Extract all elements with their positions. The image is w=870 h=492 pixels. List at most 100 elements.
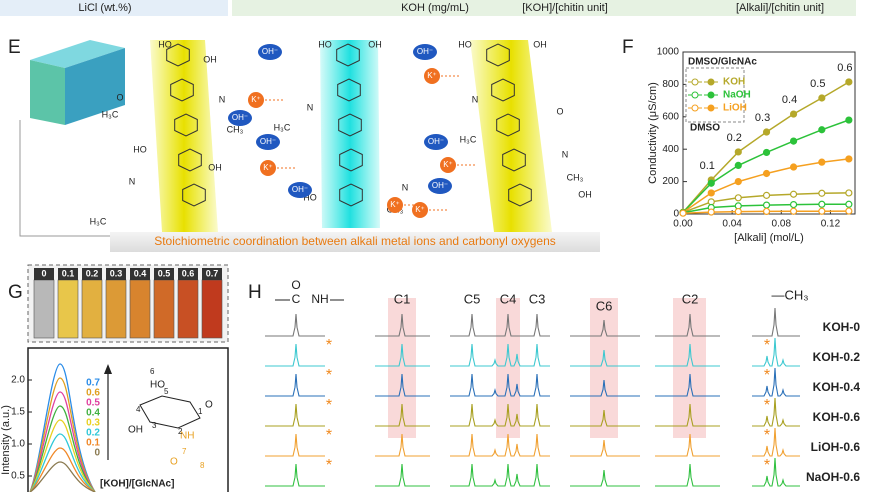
y-tick-label: 400 <box>662 144 679 155</box>
spectrum-curve <box>29 447 96 492</box>
row-label: KOH-0.4 <box>813 380 861 394</box>
atom-number: 8 <box>200 461 205 470</box>
data-point <box>707 189 715 197</box>
chain-structures: HO OH N H₃C CH₃ O N H₃C HO OH HO OH N O H₃C CH₃ N HO HO OH N… <box>90 39 592 226</box>
data-point <box>789 190 798 198</box>
ion-label: OH⁻ <box>417 47 433 56</box>
atom-label: CH₃ <box>567 172 584 182</box>
ion-label: K⁺ <box>415 205 425 214</box>
nmr-trace <box>570 319 640 337</box>
nmr-trace <box>265 373 325 397</box>
vial-label: 0.5 <box>158 268 171 278</box>
ion-label: OH⁻ <box>432 181 448 190</box>
nmr-trace <box>570 349 640 367</box>
y-tick-label: 600 <box>662 111 679 122</box>
ion-label: OH⁻ <box>232 113 248 122</box>
strip-label: [Alkali]/[chitin unit] <box>736 2 824 14</box>
data-point <box>679 209 687 217</box>
data-point <box>734 194 742 202</box>
legend-label: 0 <box>94 448 100 459</box>
impurity-marker: * <box>326 337 332 354</box>
atom-number: 7 <box>182 447 187 456</box>
legend-label: 0.7 <box>86 378 100 389</box>
atom-label: N <box>562 149 569 159</box>
peak-label: C2 <box>682 291 699 306</box>
sugar-ring <box>170 78 194 102</box>
ion-potassium <box>440 157 456 173</box>
atom-label: N <box>307 102 314 112</box>
nmr-trace <box>375 433 430 457</box>
ion-hydroxide <box>256 134 280 150</box>
legend-title: DMSO <box>690 123 720 134</box>
chain-band <box>150 40 218 232</box>
chain-band <box>320 40 380 228</box>
sugar-ring <box>508 183 532 207</box>
nmr-trace <box>655 343 720 367</box>
y-tick-label: 1.5 <box>11 407 25 418</box>
nmr-trace <box>450 343 550 367</box>
vial <box>177 279 199 339</box>
y-tick-label: 2.0 <box>11 375 25 386</box>
data-point <box>789 207 798 215</box>
atom-label: OH <box>203 54 217 64</box>
row-label: KOH-0 <box>823 320 861 334</box>
nmr-trace <box>375 343 430 367</box>
ion-label: OH⁻ <box>428 137 444 146</box>
atom-label: NH <box>180 431 194 442</box>
x-tick-label: 0.12 <box>821 219 841 230</box>
y-tick-label: 800 <box>662 79 679 90</box>
vial <box>105 279 127 339</box>
amide-label: C <box>292 292 301 306</box>
legend-label: NaOH <box>723 90 751 101</box>
vial <box>57 279 79 339</box>
legend-label: 0.3 <box>86 418 100 429</box>
nmr-trace <box>375 373 430 397</box>
sugar-ring <box>338 113 362 137</box>
data-point <box>818 158 826 166</box>
data-point <box>734 148 742 156</box>
legend-swatch <box>707 104 715 112</box>
vial-label: 0.4 <box>134 268 147 278</box>
atom-label: O <box>116 92 123 102</box>
y-axis-label: Intensity (a.u.) <box>0 405 12 475</box>
row-label: LiOH-0.6 <box>811 440 861 454</box>
nmr-trace <box>655 463 720 487</box>
ratio-label: 0.1 <box>700 160 715 172</box>
panel-label: F <box>622 37 634 58</box>
data-point <box>845 189 853 197</box>
spectrum-curve <box>29 461 96 492</box>
peak-label: C1 <box>394 291 411 306</box>
impurity-marker: * <box>326 457 332 474</box>
data-point <box>734 207 742 216</box>
nmr-trace <box>570 439 640 457</box>
fiber-icon <box>19 40 125 237</box>
sugar-ring <box>174 113 198 137</box>
atom-label: N <box>402 182 409 192</box>
ion-hydroxide <box>258 44 282 60</box>
atom-number: 3 <box>152 421 157 430</box>
atom-label: OH <box>533 39 547 49</box>
nmr-trace <box>752 427 800 457</box>
nmr-trace <box>570 379 640 397</box>
data-point <box>818 207 826 215</box>
nmr-trace <box>655 373 720 397</box>
legend-swatch <box>707 91 715 99</box>
ion-label: OH⁻ <box>292 185 308 194</box>
nmr-trace <box>265 403 325 427</box>
y-tick-label: 1000 <box>657 47 680 58</box>
nmr-trace <box>450 313 550 337</box>
atom-label: OH <box>128 425 143 436</box>
arrow-head <box>104 364 112 374</box>
nmr-trace <box>655 433 720 457</box>
sugar-ring <box>182 183 206 207</box>
atom-label: HO <box>158 39 172 49</box>
nmr-trace <box>752 307 800 337</box>
panel-label: G <box>8 282 23 303</box>
impurity-marker: * <box>326 427 332 444</box>
atom-label: HO <box>318 39 332 49</box>
atom-label: N <box>219 94 226 104</box>
sugar-ring <box>339 148 363 172</box>
ion-hydroxide <box>424 134 448 150</box>
strip-label: KOH (mg/mL) <box>401 2 469 14</box>
